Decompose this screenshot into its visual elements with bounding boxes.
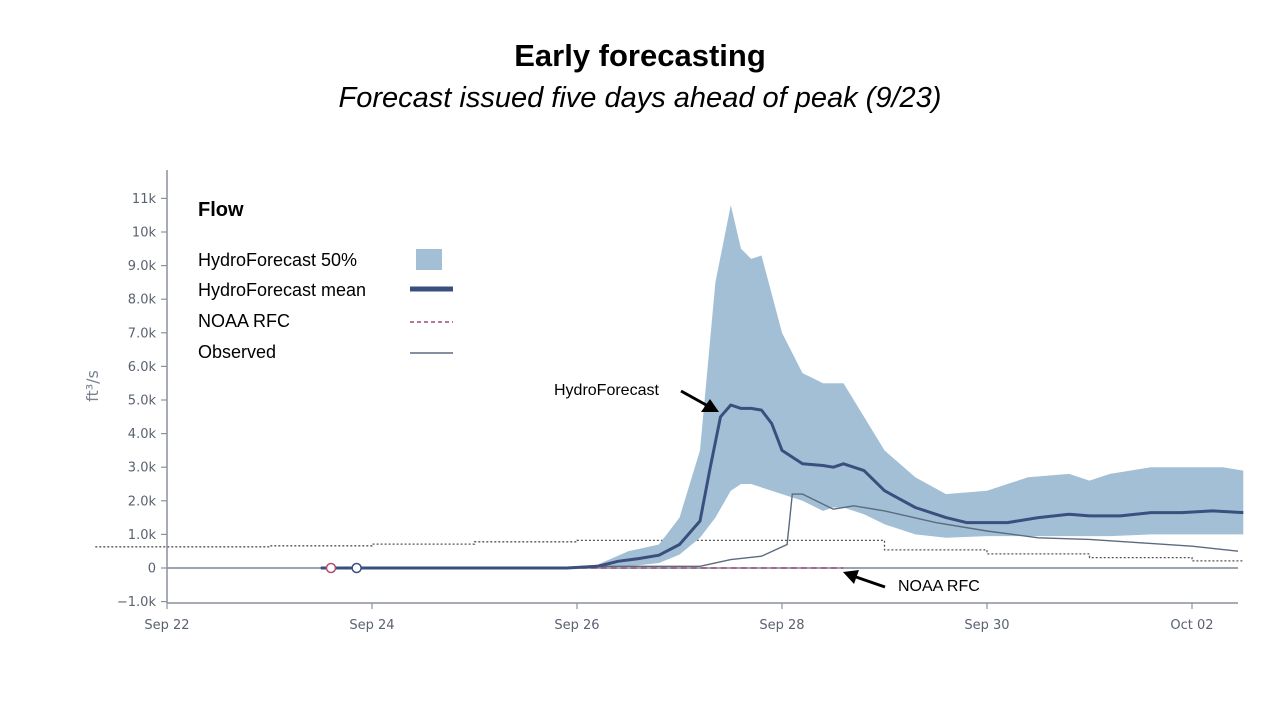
series-hydroforecast-50-band bbox=[320, 205, 1244, 568]
y-tick-label: 8.0k bbox=[128, 293, 157, 308]
chart-title: Early forecasting bbox=[514, 38, 766, 73]
threshold-step-line bbox=[95, 539, 1244, 562]
y-tick-label: −1.0k bbox=[117, 595, 157, 610]
y-axis-label: ft³/s bbox=[83, 370, 102, 402]
band-layer bbox=[320, 205, 1244, 568]
annotation-hydroforecast-label: HydroForecast bbox=[554, 382, 659, 399]
y-tick-label: 5.0k bbox=[128, 394, 157, 409]
legend-swatch-band bbox=[416, 249, 442, 270]
x-tick-label: Oct 02 bbox=[1170, 618, 1213, 633]
y-tick-label: 2.0k bbox=[128, 494, 157, 509]
annotation-hydroforecast-arrow-shaft bbox=[680, 389, 709, 408]
annotation-hydroforecast-arrow-head bbox=[701, 399, 719, 412]
y-tick-label: 9.0k bbox=[128, 259, 157, 274]
y-tick-label: 0 bbox=[148, 562, 156, 577]
y-tick-label: 7.0k bbox=[128, 326, 157, 341]
annotation-noaa-arrow-shaft bbox=[855, 575, 886, 589]
legend: Flow HydroForecast 50% HydroForecast mea… bbox=[178, 178, 453, 378]
legend-label-band: HydroForecast 50% bbox=[198, 250, 357, 270]
annotation-noaa: NOAA RFC bbox=[843, 570, 980, 595]
y-tick-label: 4.0k bbox=[128, 427, 157, 442]
issue-marker-2 bbox=[351, 562, 362, 574]
x-tick-label: Sep 28 bbox=[759, 618, 804, 633]
legend-label-mean: HydroForecast mean bbox=[198, 280, 366, 300]
axis-layer: −1.0k 0 1.0k 2.0k 3.0k 4.0k 5.0k 6.0k 7.0k 8.0k 9.… bbox=[117, 170, 1238, 633]
x-tick-label: Sep 24 bbox=[349, 618, 394, 633]
legend-background bbox=[178, 178, 423, 378]
legend-title: Flow bbox=[198, 199, 244, 221]
x-tick-label: Sep 26 bbox=[554, 618, 599, 633]
annotation-hydroforecast: HydroForecast bbox=[554, 382, 719, 412]
y-tick-label: 3.0k bbox=[128, 461, 157, 476]
series-hydroforecast-mean-line bbox=[320, 403, 1244, 570]
legend-label-observed: Observed bbox=[198, 342, 276, 362]
x-tick-label: Sep 30 bbox=[964, 618, 1009, 633]
y-tick-label: 10k bbox=[132, 226, 157, 241]
chart-subtitle: Forecast issued five days ahead of peak … bbox=[338, 82, 942, 114]
y-tick-label: 1.0k bbox=[128, 528, 157, 543]
legend-label-noaa: NOAA RFC bbox=[198, 311, 290, 331]
annotation-noaa-label: NOAA RFC bbox=[898, 578, 980, 595]
series-observed-line bbox=[320, 493, 1239, 569]
annotation-noaa-arrow-head bbox=[843, 570, 859, 584]
y-tick-label: 6.0k bbox=[128, 360, 157, 375]
line-layer bbox=[320, 403, 1244, 574]
y-tick-label: 11k bbox=[132, 192, 157, 207]
x-tick-label: Sep 22 bbox=[144, 618, 189, 633]
issue-marker-1 bbox=[325, 562, 337, 574]
